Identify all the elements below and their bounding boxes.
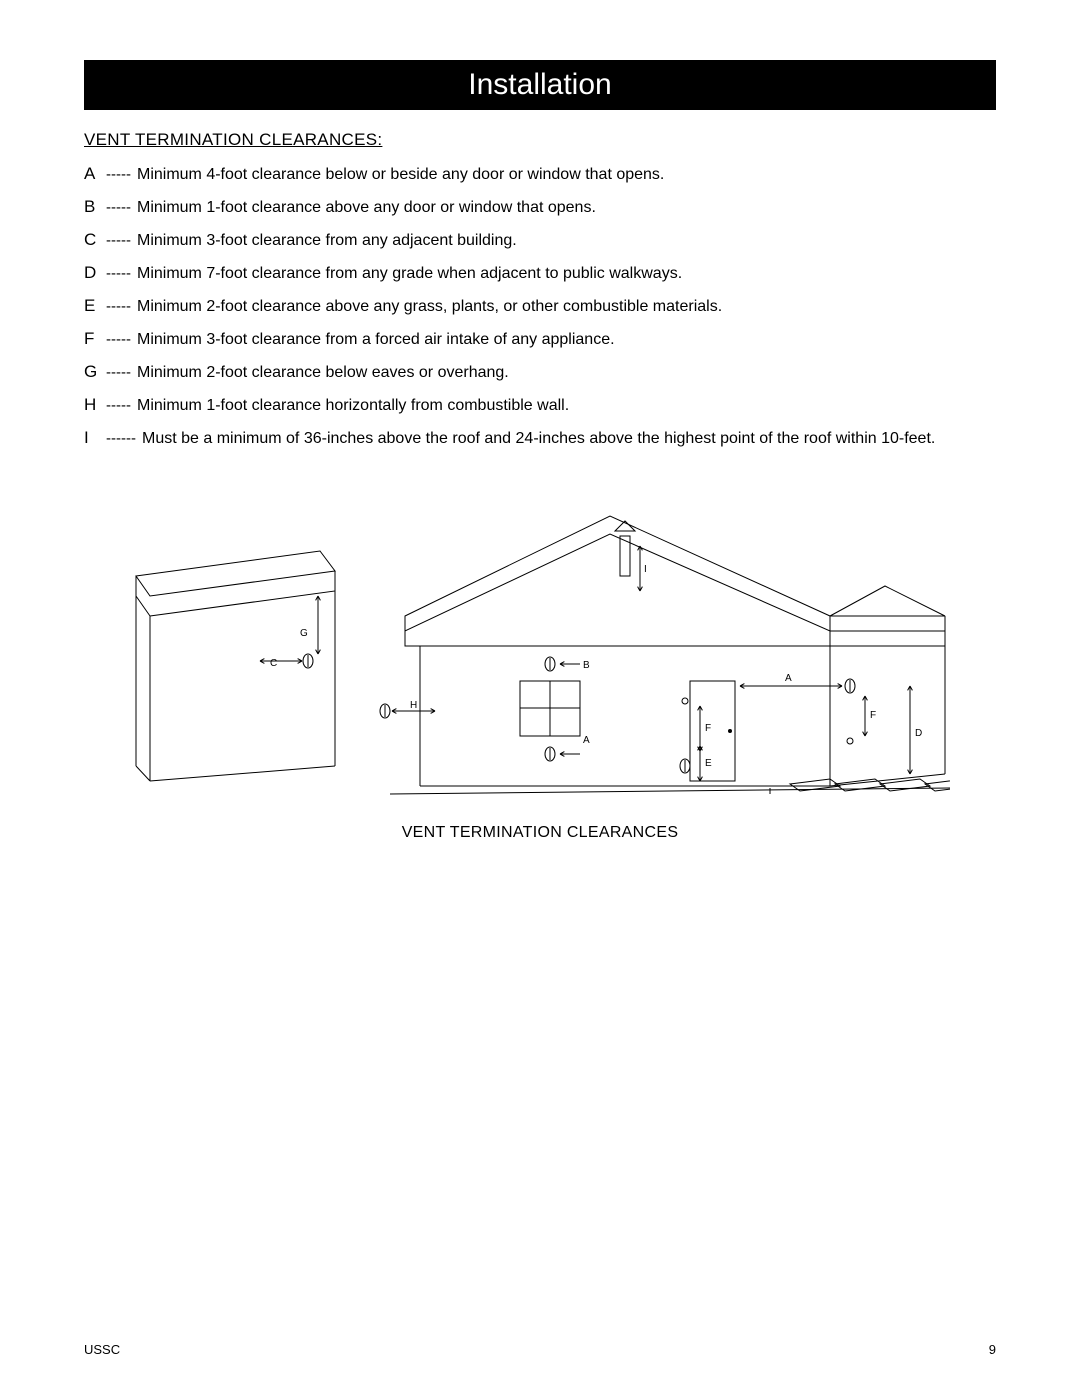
clearance-row: A-----Minimum 4-foot clearance below or … — [84, 164, 996, 184]
svg-text:C: C — [270, 658, 277, 669]
svg-text:F: F — [870, 710, 876, 721]
diagram-container: I B A E F A F D G C H VENT TERMINATION CLEARANCES — [84, 496, 996, 842]
clearance-dashes: ----- — [104, 232, 137, 249]
clearance-dashes: ----- — [104, 166, 137, 183]
svg-text:F: F — [705, 723, 711, 734]
clearance-dashes: ------ — [104, 430, 142, 447]
section-heading: VENT TERMINATION CLEARANCES: — [84, 130, 996, 150]
clearance-letter: I — [84, 428, 104, 448]
clearance-dashes: ----- — [104, 397, 137, 414]
clearance-row: H-----Minimum 1-foot clearance horizonta… — [84, 395, 996, 415]
svg-text:A: A — [785, 673, 792, 684]
clearance-text: Minimum 1-foot clearance above any door … — [137, 199, 596, 217]
clearance-row: E-----Minimum 2-foot clearance above any… — [84, 296, 996, 316]
svg-text:A: A — [583, 735, 590, 746]
clearance-letter: B — [84, 197, 104, 217]
clearance-letter: D — [84, 263, 104, 283]
clearance-dashes: ----- — [104, 265, 137, 282]
diagram-caption: VENT TERMINATION CLEARANCES — [84, 824, 996, 842]
house-diagram: I B A E F A F D G C H — [130, 496, 950, 806]
clearance-row: B-----Minimum 1-foot clearance above any… — [84, 197, 996, 217]
footer-left: USSC — [84, 1342, 120, 1357]
svg-text:I: I — [644, 564, 647, 575]
clearance-row: C-----Minimum 3-foot clearance from any … — [84, 230, 996, 250]
clearance-text: Minimum 3-foot clearance from a forced a… — [137, 331, 615, 349]
clearance-letter: C — [84, 230, 104, 250]
clearance-dashes: ----- — [104, 298, 137, 315]
page-banner: Installation — [84, 60, 996, 110]
page-footer: USSC 9 — [84, 1342, 996, 1357]
clearance-letter: G — [84, 362, 104, 382]
clearance-text: Minimum 7-foot clearance from any grade … — [137, 265, 682, 283]
clearance-dashes: ----- — [104, 331, 137, 348]
footer-right: 9 — [989, 1342, 996, 1357]
clearance-letter: H — [84, 395, 104, 415]
svg-text:G: G — [300, 628, 308, 639]
clearance-dashes: ----- — [104, 364, 137, 381]
clearance-text: Minimum 3-foot clearance from any adjace… — [137, 232, 517, 250]
clearance-dashes: ----- — [104, 199, 137, 216]
svg-text:B: B — [583, 660, 590, 671]
svg-text:D: D — [915, 728, 922, 739]
clearance-text: Minimum 4-foot clearance below or beside… — [137, 166, 664, 184]
clearance-letter: F — [84, 329, 104, 349]
clearance-row: I------Must be a minimum of 36-inches ab… — [84, 428, 996, 448]
clearance-text: Minimum 2-foot clearance below eaves or … — [137, 364, 509, 382]
clearance-row: G-----Minimum 2-foot clearance below eav… — [84, 362, 996, 382]
clearance-letter: A — [84, 164, 104, 184]
clearance-row: F-----Minimum 3-foot clearance from a fo… — [84, 329, 996, 349]
banner-title: Installation — [468, 68, 611, 101]
clearance-list: A-----Minimum 4-foot clearance below or … — [84, 164, 996, 448]
clearance-text: Minimum 2-foot clearance above any grass… — [137, 298, 722, 316]
clearance-row: D-----Minimum 7-foot clearance from any … — [84, 263, 996, 283]
svg-text:H: H — [410, 700, 417, 711]
clearance-text: Minimum 1-foot clearance horizontally fr… — [137, 397, 569, 415]
svg-text:E: E — [705, 758, 712, 769]
clearance-text: Must be a minimum of 36-inches above the… — [142, 430, 935, 448]
clearance-letter: E — [84, 296, 104, 316]
